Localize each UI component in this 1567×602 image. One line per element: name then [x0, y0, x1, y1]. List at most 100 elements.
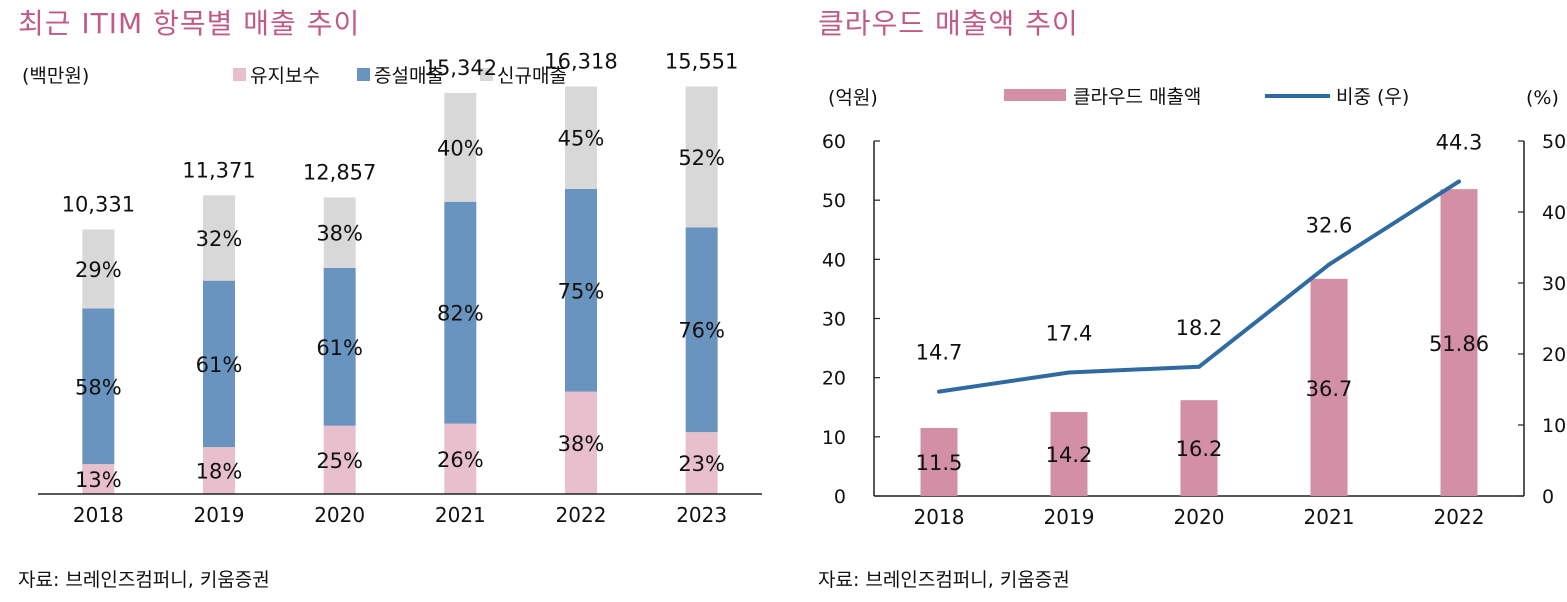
- x-tick-label: 2019: [1044, 505, 1095, 529]
- left-source-note: 자료: 브레인즈컴퍼니, 키움증권: [18, 569, 270, 591]
- itim-stacked-bar-chart: (백만원) 유지보수 증설매출 신규매출 13% 58% 29% 10,331 2018 18% 6…: [22, 50, 762, 527]
- bar-segment-2022-2: [565, 188, 597, 392]
- ratio-label: 17.4: [1046, 321, 1093, 345]
- cloud-sales-bar-2022: [1440, 189, 1478, 496]
- x-tick-label: 2023: [676, 503, 727, 527]
- legend-label-ratio: 비중 (우): [1336, 86, 1409, 108]
- cloud-combo-chart: (억원) (%) 클라우드 매출액 비중 (우) 0 10 20 30 40 50 60 0 10 20 3…: [822, 86, 1566, 529]
- bar-segment-2021-2: [444, 201, 477, 424]
- ratio-line: [938, 179, 1461, 394]
- segment-label: 61%: [196, 353, 243, 377]
- cloud-sales-label: 51.86: [1429, 332, 1489, 356]
- bar-segment-2023-3: [685, 86, 718, 228]
- bar-segment-2022-1: [565, 391, 597, 494]
- left-tick-label: 40: [822, 249, 846, 271]
- bar-segment-2020-2: [323, 267, 356, 426]
- cloud-sales-label: 16.2: [1176, 437, 1223, 461]
- ratio-point-2019: [1067, 370, 1071, 375]
- segment-label: 61%: [316, 336, 363, 360]
- ratio-label: 14.7: [916, 341, 963, 365]
- left-tick-label: 30: [822, 309, 846, 331]
- segment-label: 13%: [75, 468, 122, 492]
- total-label: 11,371: [182, 158, 255, 182]
- segment-label: 52%: [678, 146, 725, 170]
- total-label: 10,331: [62, 192, 135, 216]
- ratio-point-2020: [1197, 364, 1201, 369]
- left-tick-label: 20: [822, 368, 846, 390]
- right-source-note: 자료: 브레인즈컴퍼니, 키움증권: [818, 569, 1070, 591]
- cloud-sales-label: 36.7: [1306, 377, 1353, 401]
- bar-segment-2020-3: [323, 197, 356, 268]
- legend-label-3: 신규매출: [497, 65, 567, 87]
- left-chart-title: 최근 ITIM 항목별 매출 추이: [18, 7, 361, 40]
- ratio-point-2018: [937, 389, 941, 394]
- segment-label: 32%: [196, 227, 243, 251]
- bar-segment-2018-1: [82, 464, 115, 494]
- right-axis-unit: (%): [1526, 87, 1559, 109]
- segment-label: 82%: [437, 302, 484, 326]
- x-tick-label: 2020: [314, 503, 365, 527]
- bar-segment-2023-1: [685, 432, 718, 494]
- ratio-point-2022: [1457, 179, 1461, 184]
- segment-label: 29%: [75, 258, 122, 282]
- total-label: 12,857: [303, 160, 376, 184]
- segment-label: 38%: [558, 432, 605, 456]
- segment-label: 76%: [678, 319, 725, 343]
- x-tick-label: 2021: [435, 503, 486, 527]
- segment-label: 26%: [437, 448, 484, 472]
- x-tick-label: 2019: [194, 503, 245, 527]
- x-tick-label: 2020: [1174, 505, 1225, 529]
- segment-label: 25%: [316, 449, 363, 473]
- x-tick-label: 2018: [914, 505, 965, 529]
- legend-swatch-1: [233, 68, 246, 81]
- left-axis-unit: (억원): [828, 87, 878, 109]
- ratio-label: 18.2: [1176, 316, 1223, 340]
- bar-segment-2021-3: [444, 92, 477, 202]
- cloud-sales-label: 11.5: [916, 451, 963, 475]
- bar-segment-2021-1: [444, 423, 477, 494]
- segment-label: 75%: [558, 279, 605, 303]
- legend-label-cloud-sales: 클라우드 매출액: [1073, 86, 1201, 108]
- x-tick-label: 2022: [556, 503, 607, 527]
- x-tick-label: 2021: [1304, 505, 1355, 529]
- bar-segment-2018-2: [82, 308, 115, 465]
- x-tick-label: 2018: [73, 503, 124, 527]
- segment-label: 23%: [678, 452, 725, 476]
- right-tick-label: 40: [1542, 202, 1566, 224]
- bar-segment-2022-3: [565, 86, 597, 189]
- segment-label: 40%: [437, 136, 484, 160]
- legend-swatch-cloud-sales: [1004, 89, 1066, 101]
- left-tick-label: 10: [822, 427, 846, 449]
- segment-label: 18%: [196, 460, 243, 484]
- right-tick-label: 20: [1542, 344, 1566, 366]
- segment-label: 58%: [75, 375, 122, 399]
- left-unit-label: (백만원): [22, 65, 89, 87]
- total-label: 15,342: [424, 56, 497, 80]
- legend-label-2: 증설매출: [374, 65, 444, 87]
- cloud-sales-bar-2019: [1050, 411, 1088, 496]
- legend-swatch-2: [357, 68, 370, 81]
- bar-segment-2019-1: [203, 447, 235, 494]
- segment-label: 45%: [558, 127, 605, 151]
- right-chart-title: 클라우드 매출액 추이: [818, 7, 1079, 40]
- cloud-sales-bar-2021: [1310, 278, 1348, 496]
- right-tick-label: 30: [1542, 273, 1566, 295]
- x-tick-label: 2022: [1434, 505, 1485, 529]
- legend-label-1: 유지보수: [250, 65, 320, 87]
- right-tick-label: 50: [1542, 131, 1566, 153]
- cloud-sales-bar-2018: [920, 427, 958, 496]
- bar-segment-2019-3: [203, 195, 235, 281]
- ratio-point-2021: [1327, 262, 1331, 267]
- ratio-label: 44.3: [1436, 130, 1483, 154]
- total-label: 16,318: [544, 50, 617, 74]
- left-tick-label: 50: [822, 190, 846, 212]
- ratio-label: 32.6: [1306, 214, 1353, 238]
- left-tick-label: 0: [834, 486, 846, 508]
- total-label: 15,551: [665, 50, 738, 74]
- right-tick-label: 0: [1542, 486, 1554, 508]
- bar-segment-2018-3: [82, 229, 115, 309]
- bar-segment-2020-1: [323, 425, 356, 494]
- right-tick-label: 10: [1542, 415, 1566, 437]
- bar-segment-2023-2: [685, 227, 718, 433]
- left-tick-label: 60: [822, 131, 846, 153]
